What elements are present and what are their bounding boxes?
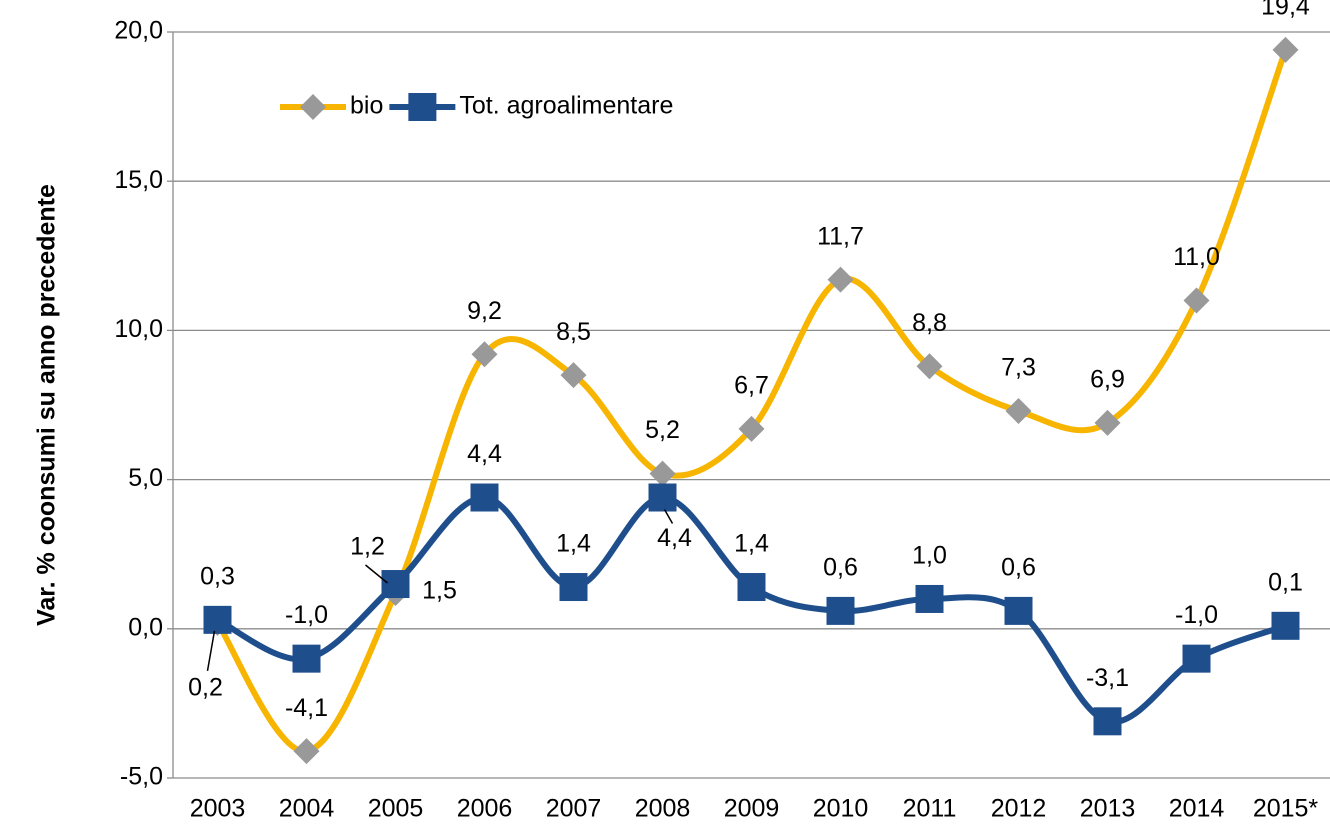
y-tick-label: 20,0 <box>114 17 163 45</box>
y-tick-label: 5,0 <box>128 464 163 492</box>
leader-line <box>365 564 388 584</box>
x-tick-label: 2003 <box>190 795 246 823</box>
data-label: 0,6 <box>823 554 858 582</box>
x-tick-label: 2005 <box>368 795 424 823</box>
y-tick-label: 15,0 <box>114 166 163 194</box>
marker <box>293 738 320 765</box>
marker <box>915 584 944 613</box>
x-tick-label: 2010 <box>813 795 869 823</box>
data-label: 0,2 <box>188 673 223 701</box>
marker <box>916 353 943 380</box>
data-label: -1,0 <box>1175 601 1218 629</box>
data-label: 7,3 <box>1001 354 1036 382</box>
data-label: 11,7 <box>817 222 864 250</box>
data-label: -1,0 <box>285 601 328 629</box>
marker <box>649 460 676 487</box>
marker <box>1004 596 1033 625</box>
marker <box>300 94 326 120</box>
marker <box>408 93 437 121</box>
marker <box>381 570 410 599</box>
x-tick-label: 2007 <box>546 795 602 823</box>
marker <box>471 341 498 368</box>
marker <box>737 573 766 602</box>
x-tick-label: 2011 <box>903 795 957 823</box>
marker <box>203 605 232 634</box>
marker <box>559 573 588 602</box>
data-label: 4,4 <box>657 524 692 552</box>
data-label: -3,1 <box>1086 664 1129 692</box>
series-line <box>214 48 1289 755</box>
marker <box>1093 707 1122 736</box>
legend-label: bio <box>350 92 383 120</box>
data-label: 1,5 <box>422 577 457 605</box>
x-tick-label: 2014 <box>1169 795 1225 823</box>
x-tick-label: 2013 <box>1080 795 1136 823</box>
x-tick-label: 2004 <box>279 795 335 823</box>
legend-label: Tot. agroalimentare <box>459 92 673 120</box>
data-label: 0,3 <box>200 562 235 590</box>
y-axis-label: Var. % coonsumi su anno precedente <box>33 184 61 626</box>
x-tick-label: 2015* <box>1253 795 1319 823</box>
data-label: 1,4 <box>556 530 591 558</box>
marker <box>827 266 854 293</box>
marker <box>1271 611 1300 640</box>
x-tick-label: 2006 <box>457 795 513 823</box>
leader-line <box>663 509 674 524</box>
marker <box>560 362 587 389</box>
data-label: 6,9 <box>1090 366 1125 394</box>
marker <box>1272 36 1299 63</box>
data-label: 0,6 <box>1001 554 1036 582</box>
x-tick-label: 2008 <box>635 795 691 823</box>
y-tick-label: -5,0 <box>120 763 163 791</box>
data-label: 1,0 <box>912 542 947 570</box>
data-label: 5,2 <box>645 416 680 444</box>
marker <box>1182 644 1211 673</box>
marker <box>648 483 677 512</box>
marker <box>1094 409 1121 436</box>
data-label: 11,0 <box>1173 243 1220 271</box>
data-label: 19,4 <box>1261 0 1310 21</box>
data-label: 1,2 <box>350 533 385 561</box>
data-label: 0,1 <box>1268 568 1303 596</box>
data-label: -4,1 <box>285 694 328 722</box>
marker <box>1183 287 1210 314</box>
marker <box>292 644 321 673</box>
y-tick-label: 0,0 <box>128 613 163 641</box>
marker <box>738 415 765 442</box>
leader-line <box>206 630 216 671</box>
data-label: 4,4 <box>467 440 502 468</box>
data-label: 9,2 <box>467 297 502 325</box>
x-tick-label: 2009 <box>724 795 780 823</box>
marker <box>1005 397 1032 424</box>
marker <box>470 483 499 512</box>
x-tick-label: 2012 <box>991 795 1047 823</box>
marker <box>826 596 855 625</box>
data-label: 8,5 <box>556 318 591 346</box>
data-label: 6,7 <box>734 371 769 399</box>
y-tick-label: 10,0 <box>114 315 163 343</box>
data-label: 8,8 <box>912 309 947 337</box>
data-label: 1,4 <box>734 530 769 558</box>
